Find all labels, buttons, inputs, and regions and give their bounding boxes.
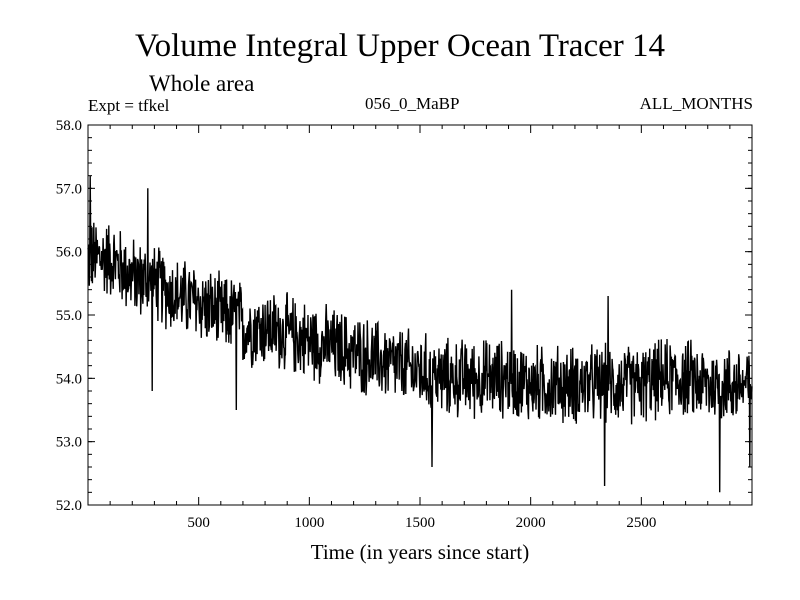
months-label: ALL_MONTHS bbox=[639, 94, 753, 113]
y-tick-label: 58.0 bbox=[56, 118, 82, 134]
x-tick-label: 1500 bbox=[405, 515, 435, 531]
y-tick-label: 54.0 bbox=[56, 371, 82, 387]
experiment-label: Expt = tfkel bbox=[88, 96, 170, 115]
tracer-series-line bbox=[87, 175, 753, 493]
x-tick-label: 500 bbox=[187, 515, 210, 531]
y-tick-label: 52.0 bbox=[56, 498, 82, 514]
x-axis-label: Time (in years since start) bbox=[310, 540, 530, 564]
run-id-label: 056_0_MaBP bbox=[365, 94, 460, 113]
y-tick-label: 56.0 bbox=[56, 245, 82, 261]
y-tick-label: 55.0 bbox=[56, 308, 82, 324]
x-tick-label: 2500 bbox=[626, 515, 656, 531]
chart-title: Volume Integral Upper Ocean Tracer 14 bbox=[135, 28, 665, 64]
chart-subtitle: Whole area bbox=[149, 71, 255, 96]
series-layer bbox=[87, 175, 753, 493]
axis-ticks: 52.0 53.0 54.0 55.0 56.0 57.0 58.0 500 1000 1500 2… bbox=[56, 118, 752, 531]
y-tick-label: 53.0 bbox=[56, 435, 82, 451]
y-tick-label: 57.0 bbox=[56, 181, 82, 197]
x-tick-label: 1000 bbox=[294, 515, 324, 531]
x-tick-label: 2000 bbox=[516, 515, 546, 531]
